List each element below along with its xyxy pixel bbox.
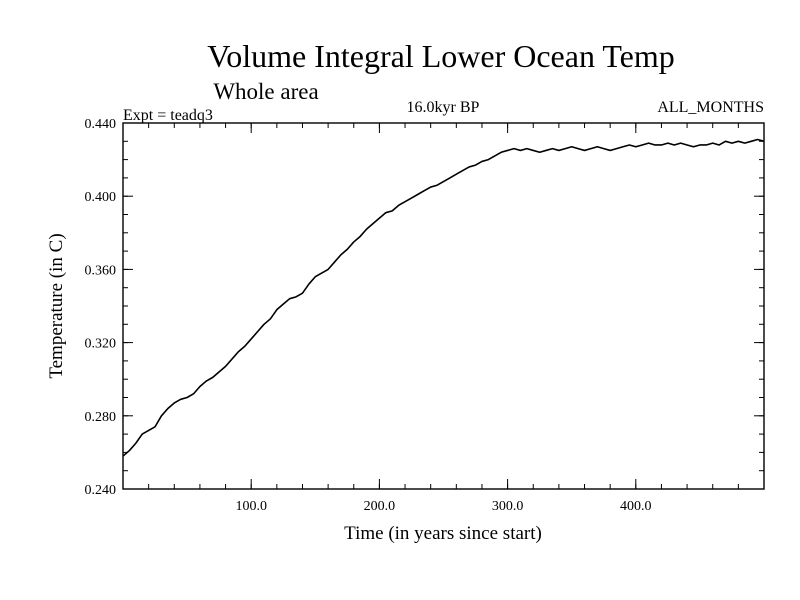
chart-title: Volume Integral Lower Ocean Temp <box>207 38 675 74</box>
y-tick-label: 0.240 <box>85 483 117 498</box>
x-tick-label: 400.0 <box>620 499 652 514</box>
x-tick-label: 100.0 <box>235 499 267 514</box>
y-tick-label: 0.280 <box>85 410 117 425</box>
x-tick-label: 200.0 <box>364 499 396 514</box>
y-tick-label: 0.360 <box>85 263 117 278</box>
months-label: ALL_MONTHS <box>657 99 764 116</box>
y-tick-label: 0.320 <box>85 337 117 352</box>
x-axis-label: Time (in years since start) <box>344 523 542 544</box>
axis-ticks: 0.240 0.280 0.320 0.360 0.400 0.440 100.0 200.0… <box>85 117 764 514</box>
y-tick-label: 0.400 <box>85 190 117 205</box>
y-tick-label: 0.440 <box>85 117 117 132</box>
period-label: 16.0kyr BP <box>407 99 480 116</box>
temperature-series-line <box>122 138 765 457</box>
y-axis-label: Temperature (in C) <box>46 233 67 378</box>
x-tick-label: 300.0 <box>492 499 524 514</box>
experiment-label: Expt = teadq3 <box>123 107 213 124</box>
chart-subtitle: Whole area <box>213 79 318 104</box>
plot-frame <box>122 122 765 490</box>
